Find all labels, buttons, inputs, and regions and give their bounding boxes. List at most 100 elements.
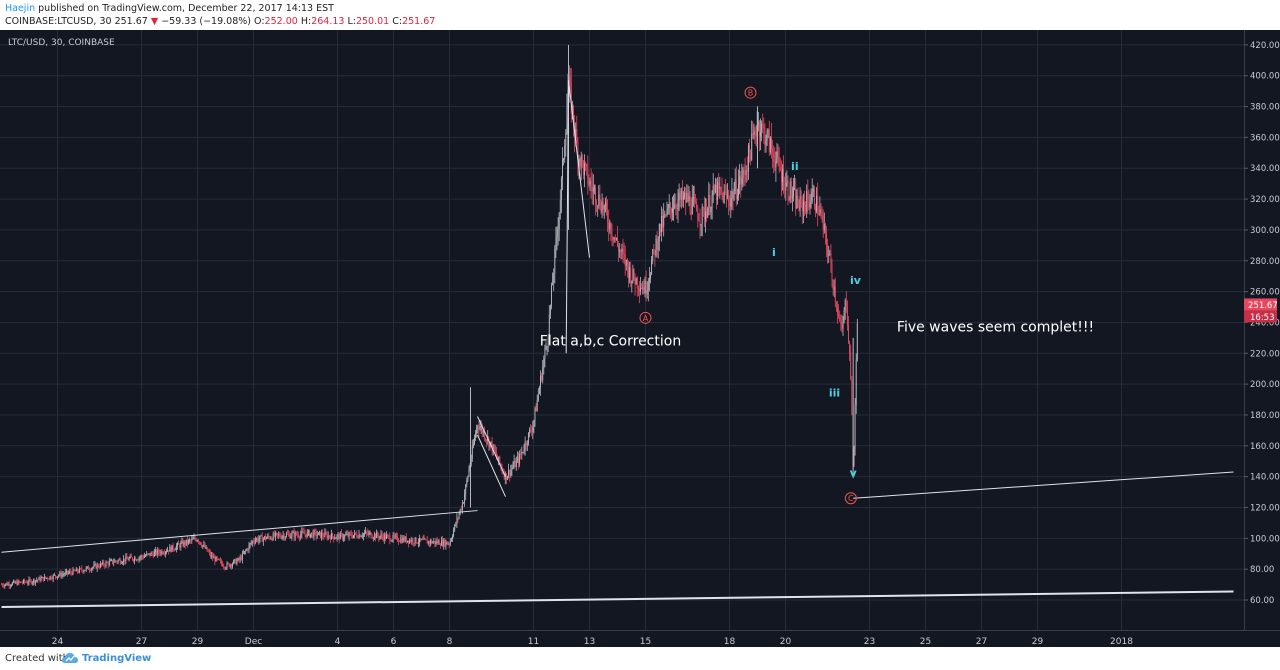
candle-body	[146, 553, 148, 556]
candle-body	[360, 536, 362, 538]
candle-body	[505, 473, 507, 480]
candle-body	[622, 248, 624, 253]
candle-body	[850, 352, 852, 379]
candle-body	[80, 568, 82, 570]
candle-body	[444, 539, 446, 546]
candle-body	[192, 538, 194, 540]
candle-body	[208, 551, 210, 553]
chart-canvas[interactable]: 60.00 80.00 100.00 120.00 140.00 160.00 180.00…	[0, 30, 1280, 647]
candle-body	[446, 541, 448, 545]
candle-body	[854, 404, 856, 449]
candle-body	[299, 536, 301, 538]
candle-body	[458, 513, 460, 518]
candle-body	[1, 584, 2, 586]
candle-body	[350, 533, 352, 537]
candle-body	[806, 191, 808, 212]
author-link[interactable]: Haejin	[5, 3, 36, 14]
candle-body	[604, 201, 606, 206]
candle-body	[268, 535, 270, 538]
candle-body	[817, 195, 819, 214]
candle-body	[277, 533, 279, 535]
tradingview-brand-link[interactable]: TradingView	[82, 653, 152, 664]
candle-body	[356, 534, 358, 537]
candle-body	[133, 559, 134, 561]
candle-body	[801, 199, 803, 212]
candle-body	[493, 445, 495, 451]
candle-body	[546, 346, 548, 348]
candle-body	[831, 265, 833, 280]
candle-body	[338, 534, 340, 540]
candle-body	[849, 342, 851, 353]
price-axis[interactable]: 60.00 80.00 100.00 120.00 140.00 160.00 180.00…	[1244, 41, 1280, 606]
candle-body	[683, 196, 684, 200]
publication-info: published on TradingView.com, December 2…	[35, 3, 334, 14]
candle-body	[68, 572, 70, 574]
candle-body	[827, 246, 829, 257]
candle-body	[460, 509, 462, 510]
candle-body	[296, 534, 298, 536]
candle-body	[4, 584, 6, 587]
candle-body	[705, 211, 706, 220]
candle-body	[145, 555, 147, 557]
candle-body	[548, 314, 550, 338]
candle-body	[346, 533, 348, 535]
candle-body	[453, 530, 455, 537]
candle-body	[514, 460, 516, 467]
candle-body	[349, 532, 351, 534]
candle-body	[87, 566, 89, 570]
candle-body	[511, 468, 513, 470]
trendline	[568, 80, 590, 258]
candle-body	[96, 564, 98, 569]
candle-body	[534, 408, 536, 421]
price-tick-label: 100.00	[1250, 534, 1280, 544]
candle-body	[725, 191, 727, 197]
candle-body	[386, 535, 387, 539]
time-axis[interactable]: 24 27 29 Dec 4 6 8 11 13 15 18 20 23 25 27 29 2018	[52, 637, 1133, 647]
candle-body	[37, 579, 39, 581]
candle-body	[666, 208, 668, 216]
candle-body	[185, 539, 187, 545]
candle-body	[10, 584, 12, 586]
wave-marker-circle-A	[639, 311, 652, 324]
candle-body	[834, 287, 836, 302]
candle-body	[171, 544, 173, 552]
open-value: 252.00	[264, 16, 298, 27]
candle-body	[744, 172, 746, 175]
candle-body	[545, 347, 547, 350]
candle-body	[135, 557, 137, 561]
time-tick-label: 25	[920, 637, 931, 647]
candle-body	[138, 557, 140, 560]
candle-body	[457, 517, 459, 519]
candle-body	[65, 570, 67, 573]
candle-body	[60, 572, 62, 577]
low-value: 250.01	[355, 16, 390, 27]
candle-body	[402, 537, 404, 543]
candle-body	[454, 524, 456, 531]
candle-body	[100, 563, 101, 568]
candle-body	[166, 551, 167, 553]
candle-body	[765, 140, 767, 145]
candle-body	[433, 540, 435, 543]
candle-body	[179, 544, 181, 548]
candle-body	[430, 540, 431, 544]
candle-body	[531, 431, 533, 432]
candle-body	[721, 191, 723, 193]
candle-body	[8, 583, 10, 586]
last-price-markers: 251.67 16:53	[1244, 298, 1278, 323]
candle-body	[526, 443, 528, 446]
candle-body	[760, 132, 761, 137]
close-label: C:	[392, 16, 403, 27]
candle-body	[743, 170, 745, 173]
candle-body	[170, 546, 172, 552]
candle-body	[127, 558, 129, 561]
candle-body	[532, 426, 534, 432]
candle-body	[555, 238, 557, 249]
candle-body	[183, 541, 185, 547]
price-tick-label: 260.00	[1250, 288, 1280, 298]
candle-body	[361, 536, 363, 538]
candle-body	[547, 337, 549, 347]
candle-body	[727, 195, 728, 197]
candle-body	[371, 537, 373, 539]
candle-body	[426, 539, 428, 544]
candle-body	[553, 273, 555, 283]
